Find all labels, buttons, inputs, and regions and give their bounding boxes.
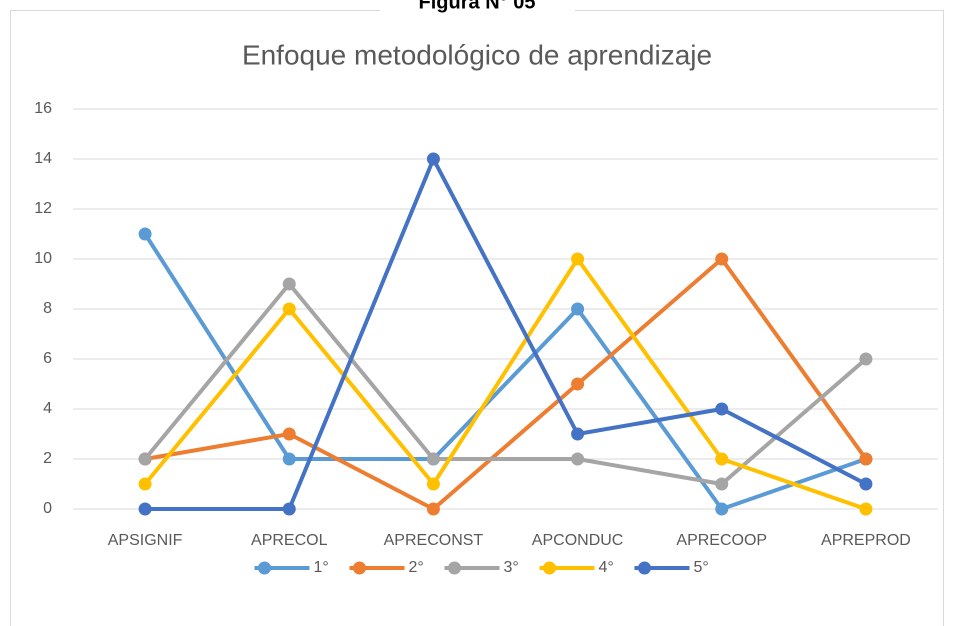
marker [138,477,152,491]
legend-label: 2° [409,559,424,576]
y-tick-label: 14 [34,150,52,167]
legend-label: 1° [314,559,329,576]
x-tick-label: APCONDUC [532,532,624,549]
y-tick-label: 4 [43,400,52,417]
marker [282,277,296,291]
marker [715,252,729,266]
marker [282,452,296,466]
y-tick-label: 12 [34,200,52,217]
marker [426,477,440,491]
marker [859,352,873,366]
marker [715,502,729,516]
series-line [143,282,868,486]
x-tick-label: APSIGNIF [108,532,183,549]
series-line [145,157,867,511]
marker [426,452,440,466]
marker [138,452,152,466]
y-tick-label: 6 [43,350,52,367]
x-tick-label: APRECOL [251,532,328,549]
heading-bg [380,0,575,12]
marker [859,502,873,516]
marker [571,252,585,266]
series-line [143,257,867,511]
legend-marker [258,561,271,575]
legend-marker [448,561,461,575]
y-tick-label: 10 [34,250,52,267]
x-tick-label: APREPROD [821,532,911,549]
marker [138,502,152,516]
chart-border [10,10,944,626]
marker [426,152,440,166]
y-tick-label: 0 [43,500,52,517]
marker [715,477,729,491]
marker [571,452,585,466]
marker [715,452,729,466]
marker [282,502,296,516]
legend-marker [638,561,651,575]
y-tick-label: 2 [43,450,52,467]
legend-label: 3° [504,559,519,576]
marker [138,227,152,241]
marker [715,402,729,416]
chart-title: Enfoque metodológico de aprendizaje [242,39,712,70]
x-tick-label: APRECOOP [676,532,767,549]
heading: Figura N° 05 [419,0,536,13]
series-line [143,232,867,511]
legend-label: 4° [599,559,614,576]
marker [282,302,296,316]
marker [859,477,873,491]
marker [571,302,585,316]
legend-label: 5° [694,559,709,576]
legend-marker [543,561,556,575]
marker [282,427,296,441]
marker [571,427,585,441]
marker [859,452,873,466]
marker [426,502,440,516]
marker [571,377,585,391]
x-tick-label: APRECONST [384,532,484,549]
y-tick-label: 16 [34,100,52,117]
series-line [144,257,868,511]
legend-marker [353,561,366,575]
y-tick-label: 8 [43,300,52,317]
